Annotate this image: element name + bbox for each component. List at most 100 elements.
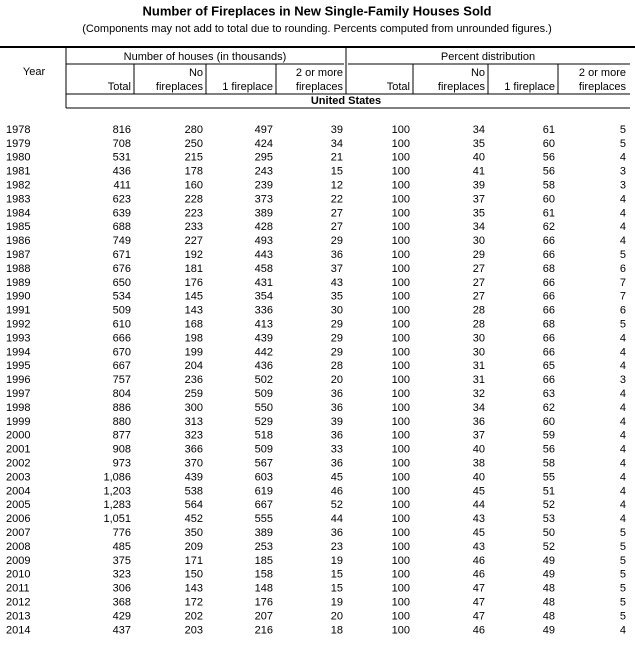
value-cell: 33: [331, 444, 343, 456]
year-cell: 1980: [6, 152, 30, 164]
year-cell: 1984: [6, 207, 30, 219]
value-cell: 44: [473, 499, 485, 511]
value-cell: 66: [543, 249, 555, 261]
value-cell: 202: [185, 610, 203, 622]
value-cell: 176: [185, 277, 203, 289]
value-cell: 313: [185, 416, 203, 428]
value-cell: 306: [113, 583, 131, 595]
value-cell: 4: [620, 513, 626, 525]
value-cell: 4: [620, 152, 626, 164]
value-cell: 804: [113, 388, 131, 400]
value-cell: 567: [255, 458, 273, 470]
value-cell: 148: [255, 583, 273, 595]
column-header: fireplaces: [296, 81, 344, 93]
year-cell: 1995: [6, 360, 30, 372]
value-cell: 100: [392, 332, 410, 344]
value-cell: 1,283: [103, 499, 131, 511]
value-cell: 35: [473, 207, 485, 219]
value-cell: 3: [620, 166, 626, 178]
value-cell: 32: [473, 388, 485, 400]
title: Number of Fireplaces in New Single-Famil…: [143, 3, 492, 18]
value-cell: 51: [543, 485, 555, 497]
value-cell: 61: [543, 207, 555, 219]
value-cell: 29: [331, 332, 343, 344]
value-cell: 100: [392, 388, 410, 400]
value-cell: 30: [473, 346, 485, 358]
column-header: fireplaces: [579, 81, 627, 93]
value-cell: 373: [255, 193, 273, 205]
value-cell: 4: [620, 430, 626, 442]
value-cell: 4: [620, 444, 626, 456]
value-cell: 458: [255, 263, 273, 275]
value-cell: 555: [255, 513, 273, 525]
value-cell: 27: [331, 221, 343, 233]
value-cell: 100: [392, 207, 410, 219]
value-cell: 55: [543, 471, 555, 483]
value-cell: 323: [185, 430, 203, 442]
year-cell: 2013: [6, 610, 30, 622]
value-cell: 143: [185, 305, 203, 317]
column-header: 1 fireplace: [222, 81, 273, 93]
year-cell: 2000: [6, 430, 30, 442]
value-cell: 100: [392, 124, 410, 136]
value-cell: 100: [392, 263, 410, 275]
value-cell: 43: [473, 513, 485, 525]
value-cell: 5: [620, 610, 626, 622]
value-cell: 776: [113, 527, 131, 539]
value-cell: 5: [620, 541, 626, 553]
value-cell: 375: [113, 555, 131, 567]
year-cell: 1982: [6, 180, 30, 192]
value-cell: 46: [331, 485, 343, 497]
value-cell: 603: [255, 471, 273, 483]
value-cell: 38: [473, 458, 485, 470]
value-cell: 4: [620, 485, 626, 497]
value-cell: 671: [113, 249, 131, 261]
value-cell: 350: [185, 527, 203, 539]
year-cell: 2007: [6, 527, 30, 539]
value-cell: 667: [113, 360, 131, 372]
value-cell: 39: [331, 124, 343, 136]
value-cell: 538: [185, 485, 203, 497]
value-cell: 203: [185, 624, 203, 636]
value-cell: 300: [185, 402, 203, 414]
value-cell: 749: [113, 235, 131, 247]
value-cell: 368: [113, 597, 131, 609]
value-cell: 40: [473, 444, 485, 456]
value-cell: 509: [255, 444, 273, 456]
value-cell: 58: [543, 458, 555, 470]
value-cell: 650: [113, 277, 131, 289]
value-cell: 19: [331, 597, 343, 609]
value-cell: 23: [331, 541, 343, 553]
value-cell: 4: [620, 221, 626, 233]
value-cell: 100: [392, 610, 410, 622]
value-cell: 354: [255, 291, 273, 303]
value-cell: 36: [331, 430, 343, 442]
value-cell: 31: [473, 360, 485, 372]
value-cell: 46: [473, 569, 485, 581]
value-cell: 60: [543, 193, 555, 205]
year-cell: 2001: [6, 444, 30, 456]
value-cell: 29: [473, 249, 485, 261]
value-cell: 4: [620, 624, 626, 636]
year-cell: 1981: [6, 166, 30, 178]
column-header: 2 or more: [296, 67, 343, 79]
value-cell: 15: [331, 583, 343, 595]
value-cell: 233: [185, 221, 203, 233]
value-cell: 1,051: [103, 513, 131, 525]
value-cell: 58: [543, 180, 555, 192]
value-cell: 59: [543, 430, 555, 442]
value-cell: 5: [620, 597, 626, 609]
value-cell: 877: [113, 430, 131, 442]
value-cell: 336: [255, 305, 273, 317]
value-cell: 37: [473, 193, 485, 205]
column-header: Total: [387, 81, 410, 93]
value-cell: 198: [185, 332, 203, 344]
value-cell: 100: [392, 402, 410, 414]
value-cell: 4: [620, 416, 626, 428]
value-cell: 30: [473, 332, 485, 344]
value-cell: 34: [473, 124, 485, 136]
column-header: fireplaces: [156, 81, 204, 93]
value-cell: 5: [620, 249, 626, 261]
value-cell: 493: [255, 235, 273, 247]
value-cell: 215: [185, 152, 203, 164]
